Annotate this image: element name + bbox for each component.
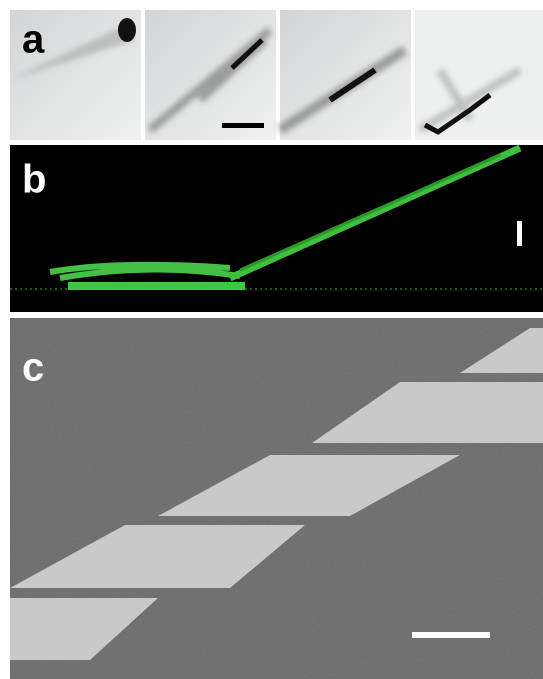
panel-label: c bbox=[22, 346, 44, 390]
scale-bar bbox=[412, 632, 490, 638]
fiber-base bbox=[68, 282, 245, 290]
scale-bar bbox=[517, 221, 522, 246]
scale-bar bbox=[222, 123, 264, 128]
panel-a: a bbox=[10, 10, 543, 140]
panel-c: c bbox=[10, 318, 543, 679]
figure: a b c bbox=[0, 0, 543, 679]
particle bbox=[118, 18, 136, 42]
panel-label: a bbox=[22, 18, 45, 62]
panel-b: b bbox=[10, 145, 543, 312]
panel-label: b bbox=[22, 158, 46, 202]
